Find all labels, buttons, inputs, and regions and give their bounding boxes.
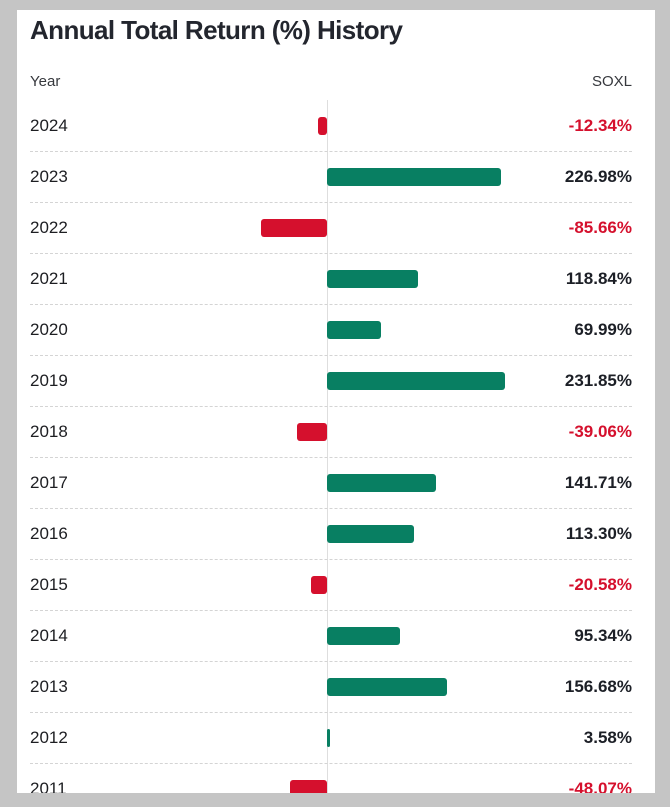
- table-row: 2011 -48.07%: [30, 763, 632, 793]
- return-value: -12.34%: [568, 115, 632, 135]
- year-label: 2012: [30, 728, 68, 747]
- return-bar: [297, 423, 327, 441]
- year-label: 2019: [30, 371, 68, 390]
- return-value: 231.85%: [564, 371, 632, 390]
- table-row: 2021 118.84%: [30, 253, 632, 304]
- column-header-soxl: SOXL: [591, 73, 632, 90]
- year-label: 2016: [30, 524, 68, 543]
- return-bar: [327, 168, 502, 186]
- return-value: 226.98%: [564, 167, 632, 186]
- column-header-row: Year SOXL: [30, 73, 632, 90]
- table-row: 2012 3.58%: [30, 712, 632, 763]
- return-value: -20.58%: [568, 575, 632, 594]
- zero-axis-line: [327, 100, 328, 793]
- return-value: 3.58%: [583, 728, 632, 747]
- year-label: 2011: [30, 779, 67, 793]
- column-header-year: Year: [30, 73, 61, 90]
- section-title: Annual Total Return (%) History: [30, 15, 403, 45]
- return-bar: [327, 270, 419, 288]
- return-value: 118.84%: [565, 269, 632, 288]
- table-row: 2015 -20.58%: [30, 559, 632, 610]
- return-value: 156.68%: [564, 677, 632, 696]
- return-bar: [327, 678, 448, 696]
- year-label: 2023: [30, 167, 68, 186]
- return-bar: [327, 525, 414, 543]
- year-label: 2021: [30, 269, 68, 288]
- year-label: 2013: [30, 677, 68, 696]
- return-bar: [327, 372, 506, 390]
- table-row: 2016 113.30%: [30, 508, 632, 559]
- return-value: -39.06%: [568, 422, 632, 441]
- year-label: 2022: [30, 218, 68, 237]
- table-row: 2018 -39.06%: [30, 406, 632, 457]
- year-label: 2017: [30, 473, 68, 492]
- year-label: 2024: [30, 115, 68, 135]
- return-bar: [327, 474, 436, 492]
- return-value: 69.99%: [574, 320, 632, 339]
- return-bar: [327, 729, 330, 747]
- year-label: 2020: [30, 320, 68, 339]
- table-row: 2013 156.68%: [30, 661, 632, 712]
- table-row: 2019 231.85%: [30, 355, 632, 406]
- return-value: 113.30%: [565, 524, 632, 543]
- annual-returns-card: Annual Total Return (%) History Year SOX…: [17, 10, 655, 793]
- return-bar: [317, 116, 327, 135]
- table-row: 2014 95.34%: [30, 610, 632, 661]
- returns-table-body: 2024 -12.34% 2023 226.98% 2022 -85.66% 2021 118…: [30, 100, 632, 793]
- table-row: 2022 -85.66%: [30, 202, 632, 253]
- return-value: 141.71%: [564, 473, 632, 492]
- table-row: 2023 226.98%: [30, 151, 632, 202]
- return-bar: [261, 219, 327, 237]
- year-label: 2018: [30, 422, 68, 441]
- return-bar: [327, 627, 401, 645]
- return-value: -48.07%: [568, 779, 632, 793]
- return-bar: [311, 576, 327, 594]
- return-value: 95.34%: [574, 626, 632, 645]
- table-row: 2020 69.99%: [30, 304, 632, 355]
- table-row: 2017 141.71%: [30, 457, 632, 508]
- year-label: 2014: [30, 626, 68, 645]
- table-row: 2024 -12.34%: [30, 100, 632, 151]
- return-value: -85.66%: [568, 218, 632, 237]
- return-bar: [327, 321, 381, 339]
- year-label: 2015: [30, 575, 68, 594]
- return-bar: [290, 780, 327, 793]
